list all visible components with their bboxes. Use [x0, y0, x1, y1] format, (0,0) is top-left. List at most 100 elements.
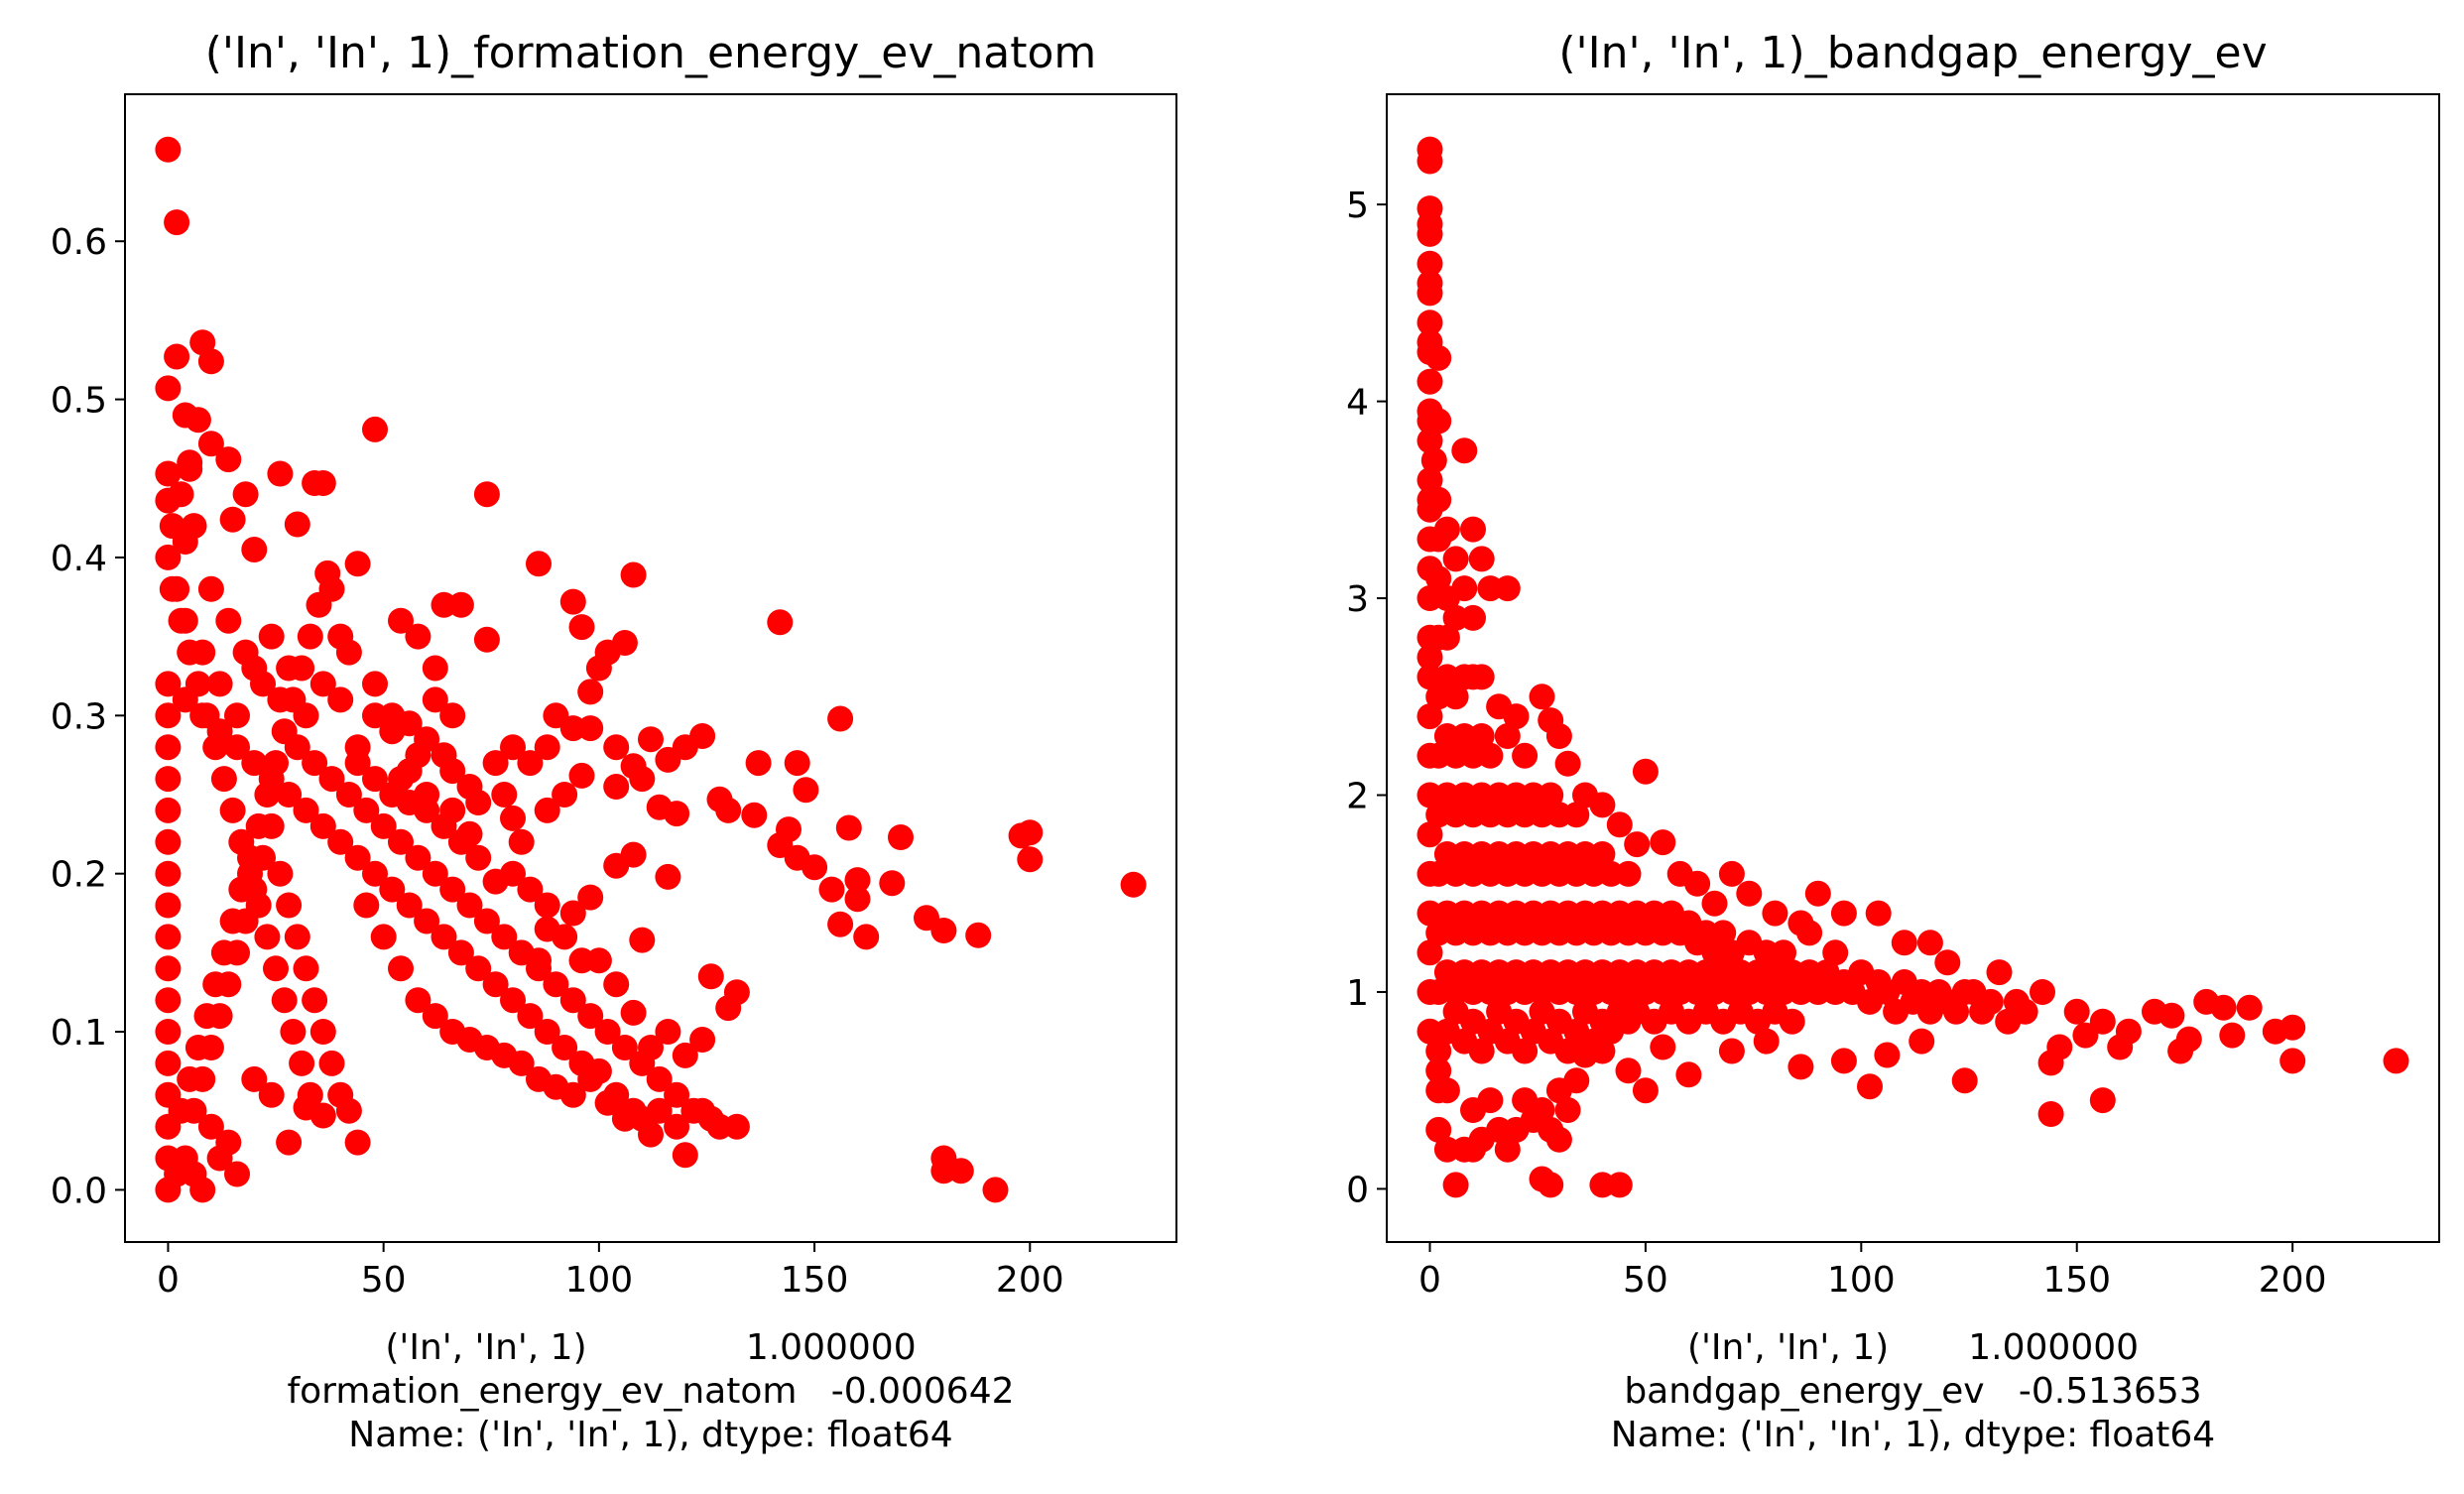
scatter-point [835, 814, 862, 841]
scatter-point [210, 939, 237, 966]
scatter-point [1417, 211, 1443, 237]
scatter-point [1554, 1097, 1581, 1123]
scatter-point [853, 924, 880, 950]
y-tick-label: 2 [1346, 777, 1369, 817]
scatter-point [603, 774, 630, 800]
scatter-point [1460, 516, 1486, 543]
scatter-point [177, 1065, 203, 1092]
scatter-point [1460, 1136, 1486, 1163]
scatter-point [155, 1019, 182, 1045]
scatter-point [577, 679, 604, 705]
scatter-point [1606, 811, 1633, 838]
scatter-point [577, 1003, 604, 1030]
scatter-point [1512, 1087, 1539, 1114]
scatter-point [629, 927, 656, 953]
scatter-point [202, 734, 229, 761]
x-tick-label: 100 [1827, 1260, 1896, 1301]
scatter-point [405, 987, 431, 1014]
scatter-point [1442, 546, 1469, 572]
scatter-point [620, 561, 647, 588]
scatter-point [224, 1161, 250, 1187]
scatter-point [1779, 1008, 1805, 1035]
scatter-point [202, 971, 229, 998]
scatter-point [500, 987, 526, 1014]
scatter-point [594, 639, 621, 666]
scatter-point [1425, 1038, 1452, 1064]
scatter-point [155, 828, 182, 855]
scatter-point [289, 1050, 315, 1076]
scatter-point [1503, 703, 1530, 730]
scatter-point [620, 841, 647, 868]
scatter-point [1425, 1116, 1452, 1143]
scatter-point [215, 607, 242, 634]
scatter-point [1417, 250, 1443, 277]
scatter-point [164, 343, 190, 370]
scatter-point [1796, 920, 1823, 946]
scatter-point [263, 750, 289, 777]
scatter-point [2279, 1048, 2306, 1074]
scatter-point [465, 790, 492, 815]
scatter-point [185, 671, 211, 697]
scatter-point [465, 844, 492, 871]
scatter-point [439, 876, 466, 903]
scatter-point [534, 797, 560, 823]
scatter-point [568, 947, 595, 974]
x-tick-label: 50 [361, 1260, 407, 1301]
scatter-point [1512, 742, 1539, 769]
y-tick-label: 0.1 [51, 1013, 107, 1054]
scatter-point [723, 979, 750, 1006]
scatter-point [655, 1019, 681, 1045]
scatter-point [947, 1158, 974, 1184]
scatter-point [1909, 1028, 1935, 1055]
x-tick-label: 0 [157, 1260, 180, 1301]
scatter-point [1606, 1172, 1633, 1198]
scatter-point [1460, 664, 1486, 690]
scatter-point [1771, 939, 1796, 966]
scatter-point [1417, 329, 1443, 356]
x-tick-label: 0 [1418, 1260, 1441, 1301]
scatter-point [431, 924, 457, 950]
scatter-point [1425, 1058, 1452, 1084]
x-axis-label-line: formation_energy_ev_natom -0.000642 [287, 1371, 1014, 1412]
scatter-point [689, 723, 716, 749]
scatter-point [245, 812, 272, 839]
scatter-point [1822, 939, 1849, 966]
scatter-point [327, 828, 354, 855]
scatter-point [664, 1081, 690, 1108]
scatter-point [284, 511, 310, 538]
scatter-point [318, 766, 345, 793]
scatter-point [362, 766, 388, 793]
scatter-point [1804, 880, 1831, 907]
scatter-point [1874, 1042, 1901, 1068]
axes-frame [1386, 93, 2440, 1243]
scatter-point [1529, 684, 1555, 710]
scatter-point [1417, 939, 1443, 966]
scatter-point [267, 460, 294, 487]
scatter-point [1451, 437, 1478, 464]
scatter-point [155, 766, 182, 793]
scatter-point [559, 588, 586, 615]
scatter-point [534, 734, 560, 761]
scatter-point [245, 892, 272, 919]
scatter-point [344, 750, 371, 777]
scatter-point [185, 1035, 211, 1060]
scatter-point [2089, 1008, 2116, 1035]
scatter-point [517, 1003, 544, 1030]
scatter-point [1632, 758, 1659, 785]
scatter-point [185, 407, 211, 434]
scatter-point [1512, 1038, 1539, 1064]
scatter-point [1891, 930, 1917, 956]
x-axis-label-line: bandgap_energy_ev -0.513653 [1624, 1371, 2201, 1412]
scatter-point [1951, 1067, 1978, 1094]
scatter-point [353, 797, 380, 823]
scatter-point [543, 971, 569, 998]
scatter-point [1615, 1058, 1642, 1084]
scatter-point [500, 805, 526, 831]
scatter-point [473, 908, 500, 934]
scatter-point [1417, 467, 1443, 493]
y-tick-label: 5 [1346, 186, 1369, 226]
scatter-point [276, 1129, 303, 1156]
scatter-point [168, 481, 194, 508]
scatter-point [715, 797, 742, 823]
scatter-point [1417, 526, 1443, 553]
